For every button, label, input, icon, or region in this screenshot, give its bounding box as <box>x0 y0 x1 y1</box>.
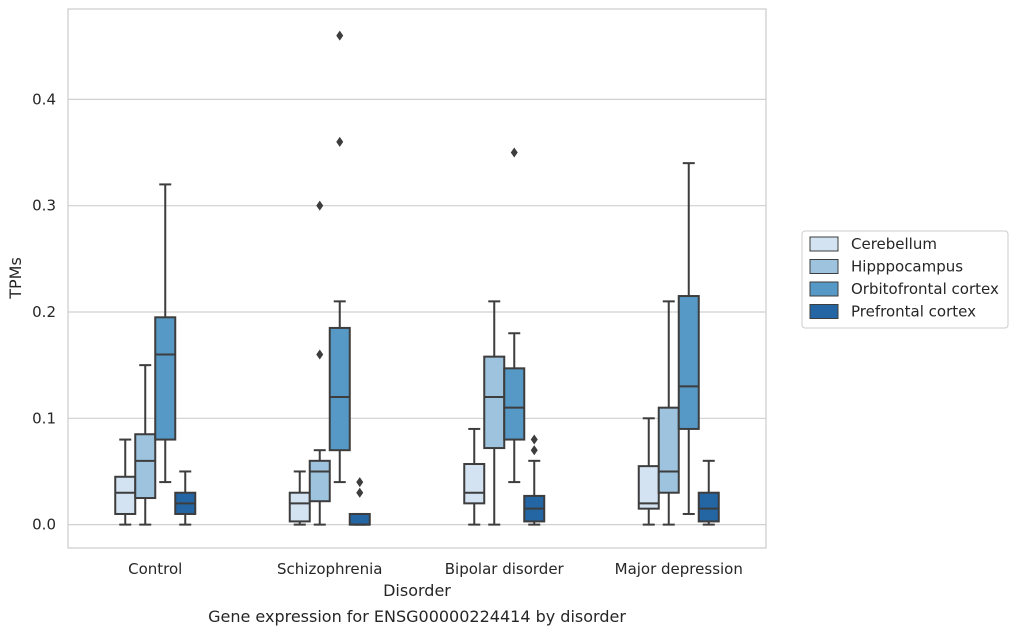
chart-container: 0.0 0.1 0.2 0.3 0.4 Control Schizophrenia Bipo… <box>0 0 1018 634</box>
outlier-point <box>316 350 323 360</box>
box-prefrontal-cortex <box>524 435 544 525</box>
box-cerebellum <box>464 429 484 525</box>
box-orbitofrontal-cortex <box>330 31 350 483</box>
iqr-box <box>310 461 330 501</box>
x-tick-label: Schizophrenia <box>277 560 382 578</box>
boxes <box>115 31 719 525</box>
legend-label: Orbitofrontal cortex <box>851 280 999 298</box>
iqr-box <box>639 466 659 509</box>
box-prefrontal-cortex <box>699 461 719 525</box>
y-tick-label: 0.2 <box>32 303 56 321</box>
iqr-box <box>464 464 484 503</box>
outlier-point <box>356 488 363 498</box>
x-tick-labels: Control Schizophrenia Bipolar disorder Majo… <box>128 560 743 578</box>
iqr-box <box>659 408 679 493</box>
box-hipppocampus <box>310 201 330 525</box>
x-tick-label: Bipolar disorder <box>445 560 565 578</box>
outlier-point <box>531 445 538 455</box>
legend-label: Hipppocampus <box>851 258 963 276</box>
legend-swatch <box>810 237 838 251</box>
iqr-box <box>699 493 719 522</box>
iqr-box <box>330 328 350 450</box>
box-hipppocampus <box>659 301 679 524</box>
x-tick-label: Major depression <box>615 560 743 578</box>
box-cerebellum <box>115 440 135 525</box>
y-tick-label: 0.0 <box>32 516 56 534</box>
box-orbitofrontal-cortex <box>504 148 524 483</box>
iqr-box <box>290 493 310 522</box>
outlier-point <box>336 137 343 147</box>
iqr-box <box>504 368 524 439</box>
chart-caption: Gene expression for ENSG00000224414 by d… <box>208 607 626 626</box>
box-prefrontal-cortex <box>350 477 370 525</box>
outlier-point <box>356 477 363 487</box>
legend-swatch <box>810 260 838 274</box>
legend-swatch <box>810 282 838 296</box>
legend: Cerebellum Hipppocampus Orbitofrontal cort… <box>802 231 1008 328</box>
box-orbitofrontal-cortex <box>155 184 175 482</box>
outlier-point <box>531 435 538 445</box>
outlier-point <box>316 201 323 211</box>
legend-swatch <box>810 305 838 319</box>
box-prefrontal-cortex <box>175 471 195 524</box>
legend-label: Cerebellum <box>851 235 937 253</box>
box-cerebellum <box>639 418 659 524</box>
iqr-box <box>679 296 699 429</box>
box-orbitofrontal-cortex <box>679 163 699 514</box>
iqr-box <box>484 357 504 448</box>
iqr-box <box>115 477 135 514</box>
x-axis-label: Disorder <box>383 581 451 600</box>
x-tick-label: Control <box>128 560 182 578</box>
iqr-box <box>350 514 370 525</box>
legend-label: Prefrontal cortex <box>851 303 976 321</box>
box-cerebellum <box>290 471 310 524</box>
boxplot-chart: 0.0 0.1 0.2 0.3 0.4 Control Schizophrenia Bipo… <box>0 0 1018 634</box>
y-tick-label: 0.1 <box>32 409 56 427</box>
y-tick-label: 0.4 <box>32 90 56 108</box>
outlier-point <box>336 31 343 41</box>
outlier-point <box>511 148 518 158</box>
iqr-box <box>155 317 175 439</box>
iqr-box <box>135 434 155 498</box>
box-hipppocampus <box>135 365 155 524</box>
box-hipppocampus <box>484 301 504 524</box>
y-axis-label: TPMs <box>6 257 25 300</box>
y-tick-labels: 0.0 0.1 0.2 0.3 0.4 <box>32 90 56 533</box>
y-tick-label: 0.3 <box>32 197 56 215</box>
